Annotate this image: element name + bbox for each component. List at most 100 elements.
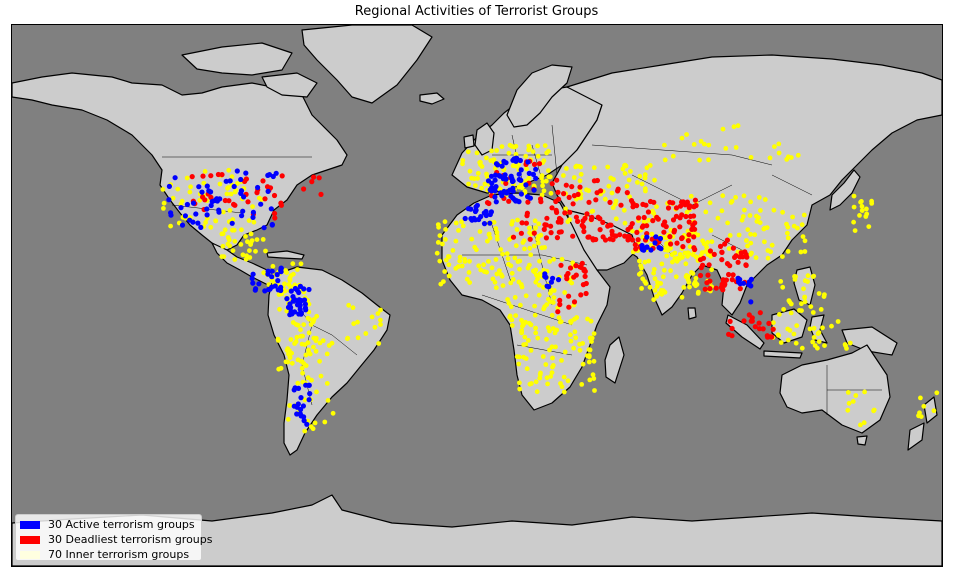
incident-marker	[531, 187, 537, 193]
incident-marker	[512, 295, 518, 300]
incident-marker	[562, 349, 568, 355]
incident-marker	[263, 248, 268, 254]
incident-marker	[687, 244, 693, 250]
incident-marker	[190, 200, 197, 206]
incident-marker	[325, 398, 331, 403]
incident-marker	[845, 390, 851, 395]
incident-marker	[627, 194, 632, 200]
incident-marker	[646, 217, 652, 223]
incident-marker	[653, 234, 659, 240]
incident-marker	[735, 259, 741, 265]
incident-marker	[459, 219, 464, 225]
incident-marker	[275, 278, 281, 284]
incident-marker	[571, 299, 578, 305]
incident-marker	[777, 312, 782, 317]
incident-marker	[563, 206, 568, 212]
incident-marker	[204, 212, 210, 218]
incident-marker	[512, 255, 518, 261]
incident-marker	[573, 214, 580, 220]
incident-marker	[533, 279, 539, 285]
incident-marker	[527, 236, 533, 242]
incident-marker	[597, 216, 603, 222]
incident-marker	[525, 265, 531, 271]
incident-marker	[541, 226, 547, 232]
incident-marker	[499, 163, 505, 169]
incident-marker	[788, 310, 794, 316]
incident-marker	[275, 338, 281, 343]
incident-marker	[189, 174, 195, 180]
incident-marker	[547, 328, 552, 334]
incident-marker	[573, 335, 579, 341]
incident-marker	[196, 184, 202, 190]
incident-marker	[297, 411, 303, 417]
incident-marker	[744, 238, 749, 243]
incident-marker	[637, 258, 642, 264]
incident-marker	[301, 286, 307, 292]
incident-marker	[605, 223, 611, 229]
incident-marker	[588, 318, 594, 324]
incident-marker	[654, 214, 660, 220]
incident-marker	[305, 375, 311, 381]
incident-marker	[845, 407, 851, 413]
incident-marker	[652, 177, 657, 183]
incident-marker	[670, 217, 677, 223]
incident-marker	[443, 227, 448, 232]
incident-marker	[533, 325, 538, 331]
incident-marker	[497, 268, 502, 273]
incident-marker	[609, 190, 615, 196]
incident-marker	[517, 258, 523, 264]
incident-marker	[518, 302, 523, 308]
incident-marker	[623, 163, 629, 169]
incident-marker	[735, 123, 741, 129]
incident-marker	[747, 213, 753, 218]
incident-marker	[679, 235, 685, 241]
incident-marker	[500, 283, 506, 288]
incident-marker	[655, 280, 660, 285]
incident-marker	[485, 238, 490, 244]
incident-marker	[298, 310, 304, 316]
incident-marker	[324, 351, 330, 357]
incident-marker	[785, 337, 791, 343]
incident-marker	[499, 144, 505, 149]
incident-marker	[227, 178, 233, 184]
incident-marker	[583, 290, 589, 297]
incident-marker	[668, 241, 674, 247]
incident-marker	[752, 232, 758, 238]
legend-swatch-deadliest	[20, 536, 40, 544]
incident-marker	[493, 184, 499, 190]
incident-marker	[679, 135, 685, 141]
map-canvas	[12, 25, 942, 566]
incident-marker	[465, 206, 471, 212]
incident-marker	[490, 276, 496, 282]
incident-marker	[577, 184, 583, 190]
incident-marker	[536, 221, 542, 227]
incident-marker	[223, 178, 229, 184]
incident-marker	[544, 336, 549, 342]
incident-marker	[302, 397, 308, 403]
incident-marker	[514, 163, 519, 169]
incident-marker	[749, 315, 755, 321]
incident-marker	[453, 238, 459, 244]
incident-marker	[289, 350, 294, 356]
incident-marker	[559, 384, 565, 390]
incident-marker	[536, 292, 542, 298]
incident-marker	[662, 157, 668, 163]
incident-marker	[302, 428, 308, 434]
incident-marker	[329, 340, 335, 346]
incident-marker	[498, 247, 504, 252]
incident-marker	[161, 200, 167, 206]
incident-marker	[799, 301, 804, 307]
landmass-baffin	[261, 72, 318, 98]
incident-marker	[820, 325, 825, 331]
incident-marker	[644, 165, 650, 171]
incident-marker	[593, 197, 599, 203]
incident-marker	[555, 189, 561, 195]
incident-marker	[858, 199, 863, 205]
incident-marker	[571, 345, 576, 351]
incident-marker	[304, 421, 310, 427]
incident-marker	[550, 364, 555, 370]
incident-marker	[554, 235, 561, 241]
incident-marker	[573, 263, 579, 269]
incident-marker	[769, 242, 775, 248]
incident-marker	[682, 250, 688, 256]
